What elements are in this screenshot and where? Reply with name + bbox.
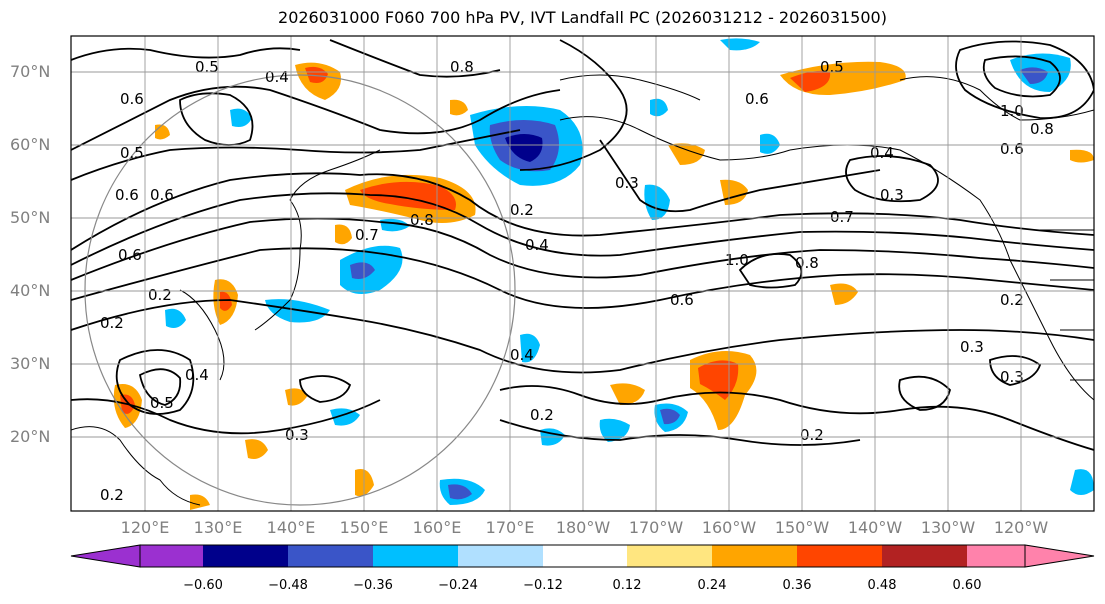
colorbar-cell — [882, 545, 967, 567]
colorbar-cell — [288, 545, 373, 567]
contour-label: 0.3 — [1000, 368, 1024, 386]
colorbar-tick: −0.60 — [183, 578, 223, 593]
lon-label: 160°W — [701, 518, 757, 537]
colorbar-cell — [627, 545, 712, 567]
contour-label: 0.8 — [795, 254, 819, 272]
contour-label: 0.8 — [450, 58, 474, 76]
pv-contours — [71, 39, 1094, 451]
contour-label: 0.6 — [118, 246, 142, 264]
contour-label: 0.2 — [100, 486, 124, 504]
contour-label: 0.3 — [615, 174, 639, 192]
contour-label: 0.2 — [530, 406, 554, 424]
coastlines — [71, 74, 1094, 506]
colorbar — [70, 544, 1095, 568]
lon-label: 130°W — [920, 518, 976, 537]
contour-label: 0.6 — [115, 186, 139, 204]
contour-label: 0.8 — [410, 211, 434, 229]
contour-label: 0.5 — [120, 144, 144, 162]
colorbar-cell — [967, 545, 1025, 567]
contour-label: 0.4 — [870, 144, 894, 162]
colorbar-tick: −0.12 — [523, 578, 563, 593]
lon-label: 160°E — [412, 518, 462, 537]
contour-label-layer: 0.5 0.4 0.6 0.8 0.5 0.6 0.7 1.0 0.8 0.6 … — [100, 58, 1054, 504]
contour-label: 0.4 — [525, 236, 549, 254]
colorbar-tick: 0.48 — [867, 578, 897, 593]
colorbar-tick: 0.12 — [612, 578, 642, 593]
lat-label-30n: 30°N — [10, 354, 51, 373]
lon-label: 140°E — [266, 518, 316, 537]
contour-label: 0.2 — [800, 426, 824, 444]
lon-label: 150°W — [774, 518, 830, 537]
contour-label: 0.2 — [100, 314, 124, 332]
lat-label-20n: 20°N — [10, 427, 51, 446]
lat-label-50n: 50°N — [10, 208, 51, 227]
contour-label: 0.6 — [120, 90, 144, 108]
colorbar-cell — [543, 545, 627, 567]
lon-label: 130°E — [193, 518, 243, 537]
map-title: 2026031000 F060 700 hPa PV, IVT Landfall… — [278, 8, 887, 27]
map-frame — [70, 35, 1095, 512]
guide-circle — [84, 74, 516, 506]
contour-label: 0.4 — [185, 366, 209, 384]
lon-label: 180°W — [555, 518, 611, 537]
contour-label: 1.0 — [725, 251, 749, 269]
colorbar-cell — [797, 545, 882, 567]
colorbar-extend-low — [70, 544, 141, 568]
colorbar-tick: 0.60 — [952, 578, 982, 593]
colorbar-cell — [373, 545, 458, 567]
lon-label: 150°E — [339, 518, 389, 537]
lat-label-70n: 70°N — [10, 62, 51, 81]
contour-label: 0.3 — [285, 426, 309, 444]
contour-label: 0.2 — [1000, 291, 1024, 309]
contour-label: 0.4 — [265, 68, 289, 86]
contour-label: 0.3 — [880, 186, 904, 204]
colorbar-extend-high — [1024, 544, 1095, 568]
lon-label: 140°W — [847, 518, 903, 537]
lon-label: 170°E — [485, 518, 535, 537]
contour-label: 0.2 — [510, 201, 534, 219]
colorbar-cell — [458, 545, 543, 567]
contour-label: 0.6 — [1000, 140, 1024, 158]
colorbar-tick: −0.36 — [353, 578, 393, 593]
colorbar-tick: −0.48 — [268, 578, 308, 593]
contour-label: 1.0 — [1000, 102, 1024, 120]
contour-label: 0.6 — [670, 291, 694, 309]
contour-label: 0.3 — [960, 338, 984, 356]
gridlines — [71, 36, 1094, 511]
colorbar-cell — [203, 545, 288, 567]
contour-label: 0.4 — [510, 346, 534, 364]
colorbar-cell — [140, 545, 203, 567]
contour-label: 0.7 — [355, 226, 379, 244]
contour-label: 0.2 — [148, 286, 172, 304]
contour-label: 0.8 — [1030, 120, 1054, 138]
lon-label: 170°W — [628, 518, 684, 537]
lon-label: 120°E — [120, 518, 170, 537]
colorbar-tick: 0.36 — [782, 578, 812, 593]
contour-label: 0.6 — [745, 90, 769, 108]
colorbar-cell — [712, 545, 797, 567]
lat-label-60n: 60°N — [10, 135, 51, 154]
colorbar-tick: −0.24 — [438, 578, 478, 593]
contour-label: 0.7 — [830, 208, 854, 226]
contour-label: 0.6 — [150, 186, 174, 204]
colorbar-tick: 0.24 — [697, 578, 727, 593]
contour-label: 0.5 — [195, 58, 219, 76]
contour-label: 0.5 — [150, 394, 174, 412]
contour-label: 0.5 — [820, 58, 844, 76]
lat-label-40n: 40°N — [10, 281, 51, 300]
lon-label: 120°W — [993, 518, 1049, 537]
